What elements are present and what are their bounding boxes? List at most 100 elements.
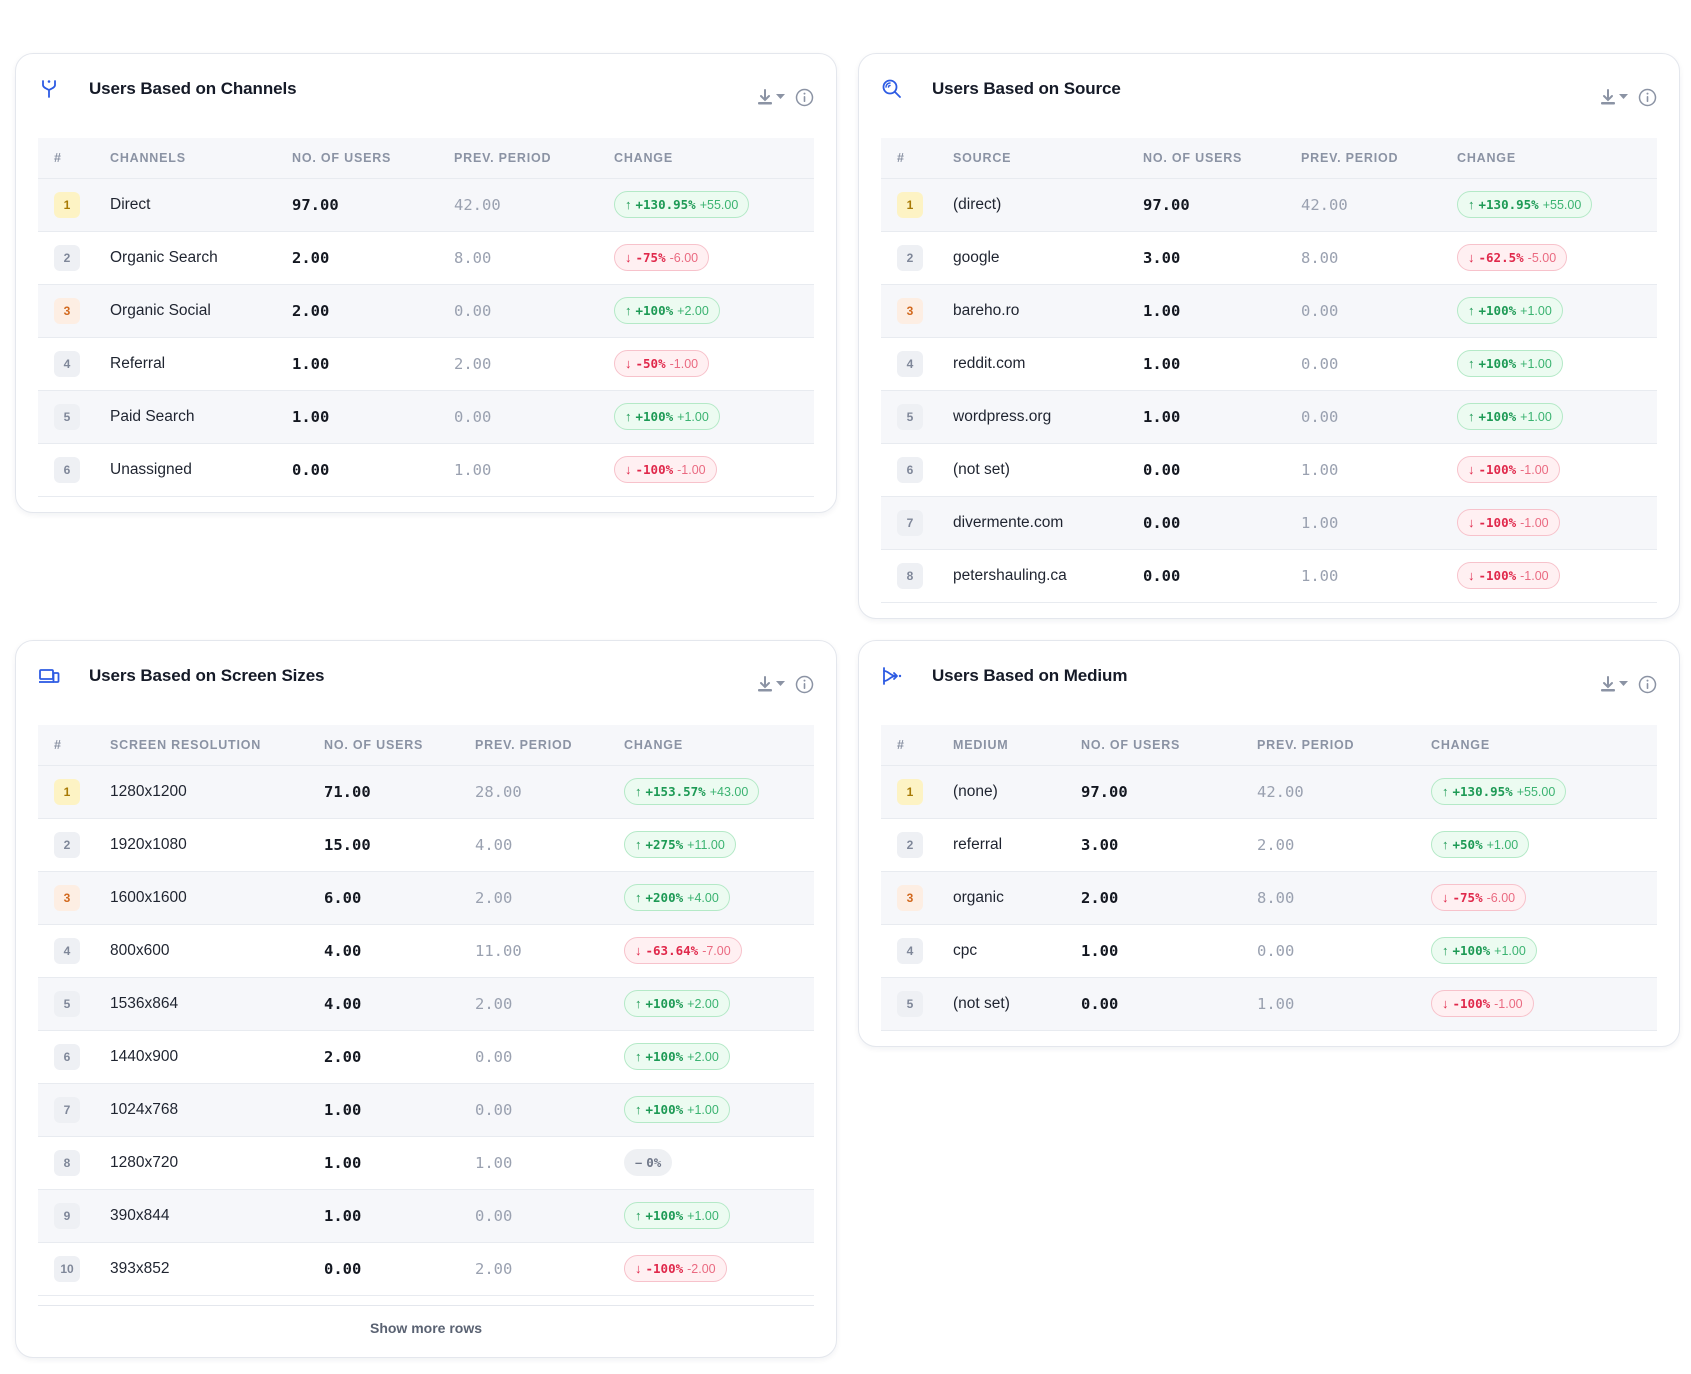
- prev-period-value: 2.00: [475, 1242, 624, 1296]
- users-value: 0.00: [1143, 496, 1301, 550]
- arrow-down-icon: ↓: [625, 462, 632, 477]
- table-body: 1 Direct 97.00 42.00 ↑ +130.95% +55.00 2 Organic…: [38, 178, 814, 497]
- column-header: SOURCE: [953, 138, 1143, 179]
- column-header: CHANGE: [624, 725, 814, 766]
- change-percent: -75%: [635, 250, 666, 265]
- rank-cell: 5: [38, 390, 110, 444]
- download-button[interactable]: [757, 88, 785, 106]
- download-button[interactable]: [1600, 88, 1628, 106]
- info-button[interactable]: [795, 675, 814, 694]
- rank-cell: 2: [881, 818, 953, 872]
- download-icon: [1601, 676, 1615, 692]
- info-button[interactable]: [1638, 88, 1657, 107]
- channels-fork-icon: [38, 78, 60, 100]
- prev-period-value: 28.00: [475, 765, 624, 819]
- change-badge: ↓ -50% -1.00: [614, 350, 710, 377]
- change-badge: ↑ +130.95% +55.00: [1457, 191, 1593, 218]
- info-button[interactable]: [1638, 675, 1657, 694]
- table-row: 2 Organic Search 2.00 8.00 ↓ -75% -6.00: [38, 231, 814, 285]
- prev-period-value: 8.00: [1257, 871, 1431, 925]
- change-percent: -62.5%: [1478, 250, 1524, 265]
- info-button[interactable]: [795, 88, 814, 107]
- prev-period-value: 1.00: [475, 1136, 624, 1190]
- row-label: Unassigned: [110, 443, 292, 497]
- prev-period-value: 1.00: [1301, 443, 1457, 497]
- change-badge: ↑ +100% +1.00: [624, 1096, 730, 1123]
- row-label: 1600x1600: [110, 871, 324, 925]
- show-more-rows-button[interactable]: Show more rows: [38, 1305, 814, 1336]
- change-delta: +1.00: [1520, 356, 1552, 371]
- change-percent: -100%: [645, 1261, 684, 1276]
- change-delta: +1.00: [1486, 837, 1519, 852]
- table-header: # SCREEN RESOLUTION NO. OF USERS PREV. PERI…: [38, 725, 814, 766]
- change-badge: ↓ -100% -1.00: [1457, 562, 1560, 589]
- table-body: 1 (direct) 97.00 42.00 ↑ +130.95% +55.00 2 googl…: [881, 178, 1657, 603]
- change-badge: ↑ +100% +1.00: [1457, 350, 1563, 377]
- rank-cell: 1: [881, 178, 953, 232]
- card-title: Users Based on Screen Sizes: [89, 666, 325, 685]
- change-cell: ↓ -100% -1.00: [1431, 977, 1657, 1031]
- change-percent: -100%: [1478, 568, 1517, 583]
- table-header: # MEDIUM NO. OF USERS PREV. PERIOD CHANGE: [881, 725, 1657, 766]
- row-label: (not set): [953, 977, 1081, 1031]
- rank-badge: 3: [897, 884, 923, 911]
- row-label: Referral: [110, 337, 292, 391]
- users-value: 2.00: [324, 1030, 475, 1084]
- rank-badge: 7: [897, 509, 923, 536]
- change-percent: +100%: [635, 409, 674, 424]
- change-badge: ↑ +50% +1.00: [1431, 831, 1530, 858]
- rank-cell: 6: [881, 443, 953, 497]
- users-value: 2.00: [292, 284, 454, 338]
- rank-cell: 3: [38, 871, 110, 925]
- arrow-up-icon: ↑: [1468, 303, 1475, 318]
- users-value: 3.00: [1081, 818, 1257, 872]
- row-label: (none): [953, 765, 1081, 819]
- table-row: 8 1280x720 1.00 1.00–0%: [38, 1136, 814, 1190]
- rank-cell: 8: [38, 1136, 110, 1190]
- prev-period-value: 2.00: [475, 871, 624, 925]
- table-row: 3 Organic Social 2.00 0.00 ↑ +100% +2.00: [38, 284, 814, 338]
- rank-badge: 4: [54, 937, 80, 964]
- rank-cell: 5: [38, 977, 110, 1031]
- table-body: 1 (none) 97.00 42.00 ↑ +130.95% +55.00 2 referra…: [881, 765, 1657, 1031]
- arrow-up-icon: ↑: [1468, 356, 1475, 371]
- users-value: 0.00: [292, 443, 454, 497]
- change-badge: ↑ +200% +4.00: [624, 884, 730, 911]
- change-cell: ↑ +100% +1.00: [1457, 390, 1657, 444]
- row-label: 1536x864: [110, 977, 324, 1031]
- change-delta: +2.00: [687, 996, 719, 1011]
- table-row: 4 cpc 1.00 0.00 ↑ +100% +1.00: [881, 924, 1657, 978]
- change-badge: ↓ -100% -1.00: [614, 456, 717, 483]
- arrow-up-icon: ↑: [625, 197, 632, 212]
- change-delta: -6.00: [669, 250, 699, 265]
- prev-period-value: 42.00: [1257, 765, 1431, 819]
- users-value: 71.00: [324, 765, 475, 819]
- change-badge: ↓ -63.64% -7.00: [624, 937, 742, 964]
- table-row: 9 390x844 1.00 0.00 ↑ +100% +1.00: [38, 1189, 814, 1243]
- rank-cell: 8: [881, 549, 953, 603]
- arrow-up-icon: ↑: [635, 1049, 642, 1064]
- table-row: 2 1920x1080 15.00 4.00 ↑ +275% +11.00: [38, 818, 814, 872]
- rank-badge: 9: [54, 1202, 80, 1229]
- change-cell: ↓ -63.64% -7.00: [624, 924, 814, 978]
- rank-cell: 6: [38, 1030, 110, 1084]
- rank-badge: 1: [54, 778, 80, 805]
- download-button[interactable]: [1600, 675, 1628, 693]
- change-delta: +55.00: [1516, 784, 1556, 799]
- change-delta: +2.00: [687, 1049, 719, 1064]
- download-button[interactable]: [757, 675, 785, 693]
- users-value: 0.00: [324, 1242, 475, 1296]
- arrow-up-icon: ↑: [1468, 197, 1475, 212]
- prev-period-value: 1.00: [454, 443, 614, 497]
- change-badge: ↑ +100% +1.00: [614, 403, 720, 430]
- rank-cell: 4: [38, 924, 110, 978]
- arrow-down-icon: ↓: [635, 1261, 642, 1276]
- table-row: 5 Paid Search 1.00 0.00 ↑ +100% +1.00: [38, 390, 814, 444]
- change-badge: ↓ -100% -1.00: [1431, 990, 1534, 1017]
- change-cell: ↓ -100% -1.00: [1457, 549, 1657, 603]
- users-value: 1.00: [324, 1083, 475, 1137]
- change-cell: ↑ +100% +1.00: [624, 1083, 814, 1137]
- column-header: CHANGE: [1457, 138, 1657, 179]
- channels-table: # CHANNELS NO. OF USERS PREV. PERIOD CHANGE …: [38, 138, 814, 497]
- table-row: 7 1024x768 1.00 0.00 ↑ +100% +1.00: [38, 1083, 814, 1137]
